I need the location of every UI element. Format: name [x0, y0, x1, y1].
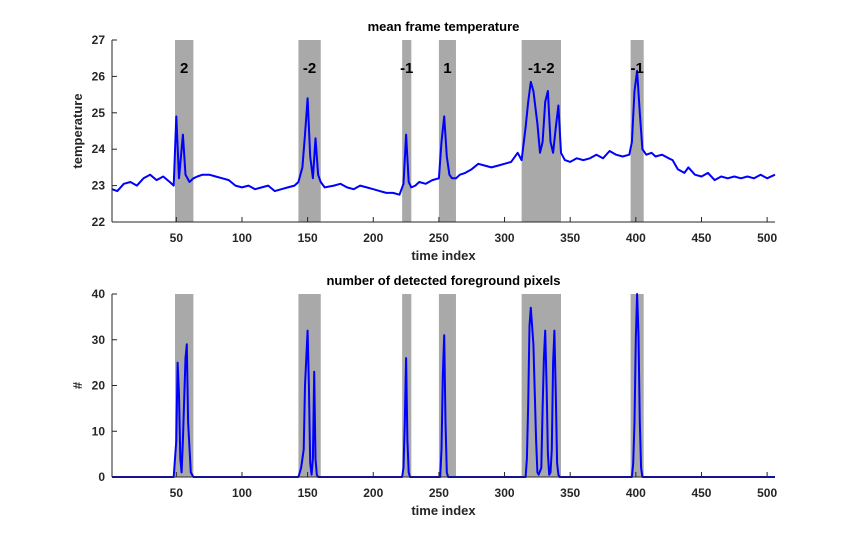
- temperature-shaded-region-6: [630, 40, 644, 222]
- temperature-y-tick-label: 25: [92, 106, 106, 120]
- temperature-plot: 2 -2 -1 1 -1-2 -1 50 100 150 200 250 300 350 400 450 5…: [70, 19, 777, 263]
- temperature-y-tick-label: 22: [92, 215, 106, 229]
- foreground-x-tick-label: 500: [757, 486, 777, 500]
- temperature-x-axis-label: time index: [411, 248, 476, 263]
- foreground-y-tick-label: 0: [98, 470, 105, 484]
- foreground-x-tick-label: 400: [626, 486, 646, 500]
- foreground-y-tick-label: 40: [92, 287, 106, 301]
- temperature-shaded-region-3: [402, 40, 412, 222]
- temperature-x-tick-label: 50: [170, 231, 184, 245]
- temperature-event-label-2: -2: [303, 60, 316, 77]
- foreground-y-axis-label: #: [70, 381, 85, 389]
- temperature-y-tick-label: 24: [92, 142, 106, 156]
- temperature-x-tick-label: 100: [232, 231, 252, 245]
- temperature-event-labels: 2 -2 -1 1 -1-2 -1: [180, 60, 644, 77]
- temperature-y-tick-label: 23: [92, 179, 106, 193]
- foreground-x-tick-label: 450: [691, 486, 711, 500]
- foreground-y-tick-label: 10: [92, 424, 106, 438]
- foreground-y-tick-label: 20: [92, 379, 106, 393]
- foreground-x-tick-label: 200: [363, 486, 383, 500]
- temperature-line-layer: [111, 69, 776, 196]
- foreground-x-tick-label: 250: [429, 486, 449, 500]
- foreground-shaded-regions: [175, 294, 644, 477]
- temperature-x-tick-label: 200: [363, 231, 383, 245]
- foreground-chart-title: number of detected foreground pixels: [326, 273, 560, 288]
- foreground-y-tick-label: 30: [92, 333, 106, 347]
- temperature-x-tick-label: 300: [495, 231, 515, 245]
- temperature-x-tick-label: 150: [298, 231, 318, 245]
- temperature-event-label-3: -1: [400, 60, 413, 77]
- temperature-chart-title: mean frame temperature: [368, 19, 520, 34]
- temperature-x-tick-label: 250: [429, 231, 449, 245]
- temperature-series-line: [111, 69, 776, 196]
- temperature-x-tick-label: 450: [691, 231, 711, 245]
- temperature-axes: 50 100 150 200 250 300 350 400 450 500 22 23 24 25 26 2…: [92, 33, 778, 245]
- foreground-x-tick-label: 50: [170, 486, 184, 500]
- foreground-x-tick-label: 350: [560, 486, 580, 500]
- temperature-event-label-1: 2: [180, 60, 188, 77]
- foreground-x-tick-label: 150: [298, 486, 318, 500]
- temperature-event-label-6: -1: [630, 60, 643, 77]
- temperature-y-tick-label: 26: [92, 69, 106, 83]
- temperature-x-tick-label: 350: [560, 231, 580, 245]
- foreground-pixels-plot: 50 100 150 200 250 300 350 400 450 500 0 10 20 30 40 n…: [70, 273, 777, 518]
- foreground-x-axis-label: time index: [411, 503, 476, 518]
- foreground-axes: 50 100 150 200 250 300 350 400 450 500 0 10 20 30 40: [92, 287, 778, 500]
- temperature-y-axis-label: temperature: [70, 93, 85, 168]
- temperature-event-label-4: 1: [443, 60, 451, 77]
- temperature-x-tick-label: 500: [757, 231, 777, 245]
- foreground-x-tick-label: 100: [232, 486, 252, 500]
- temperature-y-tick-label: 27: [92, 33, 106, 47]
- temperature-x-tick-label: 400: [626, 231, 646, 245]
- foreground-x-tick-label: 300: [495, 486, 515, 500]
- temperature-event-label-5: -1-2: [528, 60, 555, 77]
